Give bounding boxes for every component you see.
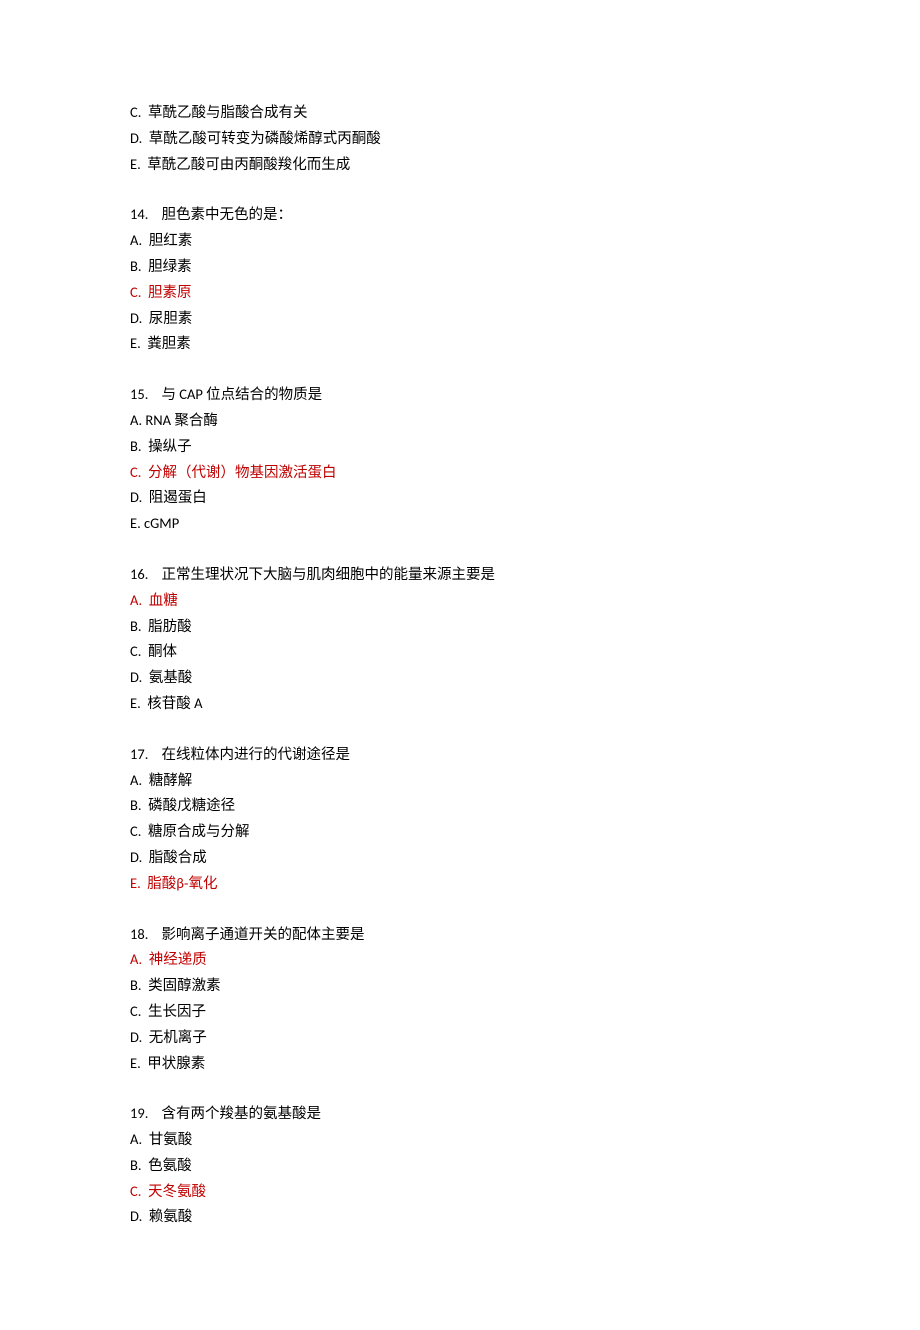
- text-line: A. 胆红素: [130, 228, 800, 254]
- question-block: 17. 在线粒体内进行的代谢途径是A. 糖酵解B. 磷酸戊糖途径C. 糖原合成与…: [130, 742, 800, 897]
- question-block: 14. 胆色素中无色的是：A. 胆红素B. 胆绿素C. 胆素原D. 尿胆素E. …: [130, 202, 800, 357]
- text-line: C. 草酰乙酸与脂酸合成有关: [130, 100, 800, 126]
- text-line: D. 无机离子: [130, 1025, 800, 1051]
- question-block: C. 草酰乙酸与脂酸合成有关D. 草酰乙酸可转变为磷酸烯醇式丙酮酸E. 草酰乙酸…: [130, 100, 800, 177]
- text-line: A. 甘氨酸: [130, 1127, 800, 1153]
- text-line: B. 操纵子: [130, 434, 800, 460]
- answer-line: E. 脂酸β-氧化: [130, 871, 800, 897]
- text-line: E. 甲状腺素: [130, 1051, 800, 1077]
- answer-line: A. 血糖: [130, 588, 800, 614]
- text-line: E. 粪胆素: [130, 331, 800, 357]
- text-line: 18. 影响离子通道开关的配体主要是: [130, 922, 800, 948]
- text-line: 15. 与 CAP 位点结合的物质是: [130, 382, 800, 408]
- text-line: B. 类固醇激素: [130, 973, 800, 999]
- text-line: A. RNA 聚合酶: [130, 408, 800, 434]
- answer-line: C. 天冬氨酸: [130, 1179, 800, 1205]
- text-line: D. 赖氨酸: [130, 1204, 800, 1230]
- question-block: 19. 含有两个羧基的氨基酸是A. 甘氨酸B. 色氨酸C. 天冬氨酸D. 赖氨酸: [130, 1101, 800, 1230]
- question-block: 16. 正常生理状况下大脑与肌肉细胞中的能量来源主要是A. 血糖B. 脂肪酸C.…: [130, 562, 800, 717]
- answer-line: C. 分解（代谢）物基因激活蛋白: [130, 460, 800, 486]
- text-line: B. 磷酸戊糖途径: [130, 793, 800, 819]
- question-block: 15. 与 CAP 位点结合的物质是A. RNA 聚合酶B. 操纵子C. 分解（…: [130, 382, 800, 537]
- answer-line: C. 胆素原: [130, 280, 800, 306]
- text-line: D. 氨基酸: [130, 665, 800, 691]
- text-line: D. 尿胆素: [130, 306, 800, 332]
- text-line: 16. 正常生理状况下大脑与肌肉细胞中的能量来源主要是: [130, 562, 800, 588]
- text-line: D. 阻遏蛋白: [130, 485, 800, 511]
- text-line: C. 糖原合成与分解: [130, 819, 800, 845]
- text-line: 14. 胆色素中无色的是：: [130, 202, 800, 228]
- text-line: E. cGMP: [130, 511, 800, 537]
- text-line: C. 酮体: [130, 639, 800, 665]
- text-line: C. 生长因子: [130, 999, 800, 1025]
- text-line: A. 糖酵解: [130, 768, 800, 794]
- text-line: B. 胆绿素: [130, 254, 800, 280]
- text-line: 19. 含有两个羧基的氨基酸是: [130, 1101, 800, 1127]
- text-line: D. 脂酸合成: [130, 845, 800, 871]
- question-block: 18. 影响离子通道开关的配体主要是A. 神经递质B. 类固醇激素C. 生长因子…: [130, 922, 800, 1077]
- document-page: C. 草酰乙酸与脂酸合成有关D. 草酰乙酸可转变为磷酸烯醇式丙酮酸E. 草酰乙酸…: [0, 0, 920, 1330]
- text-line: E. 草酰乙酸可由丙酮酸羧化而生成: [130, 152, 800, 178]
- answer-line: A. 神经递质: [130, 947, 800, 973]
- text-line: B. 脂肪酸: [130, 614, 800, 640]
- text-line: D. 草酰乙酸可转变为磷酸烯醇式丙酮酸: [130, 126, 800, 152]
- text-line: E. 核苷酸 A: [130, 691, 800, 717]
- text-line: B. 色氨酸: [130, 1153, 800, 1179]
- text-line: 17. 在线粒体内进行的代谢途径是: [130, 742, 800, 768]
